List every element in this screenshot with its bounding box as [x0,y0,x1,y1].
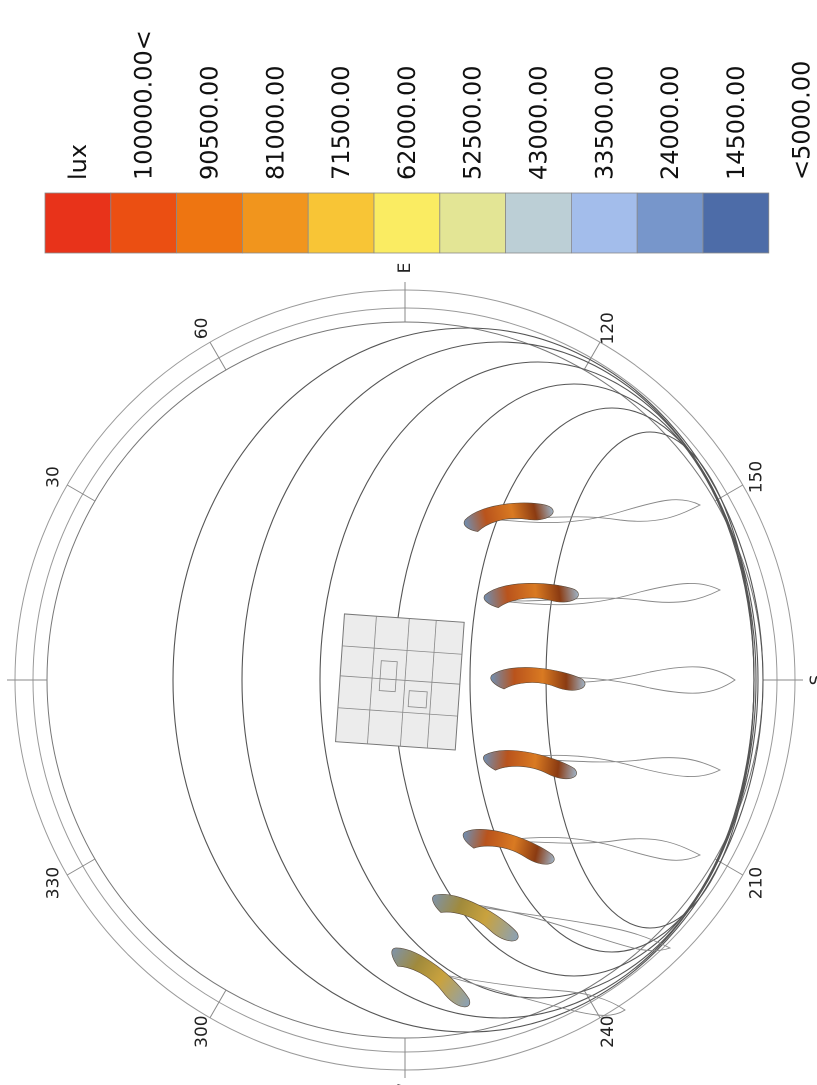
legend-label: 43000.00 [525,65,553,180]
sun-loop [462,829,555,865]
degree-label: 240 [598,1015,618,1047]
compass-tick [714,858,743,876]
legend-swatch [176,192,243,254]
sun-loops [391,502,586,1008]
legend-swatch [702,192,770,254]
legend-label: 81000.00 [261,65,289,180]
legend-swatch [439,192,506,254]
sun-loop [463,502,554,532]
legend-label: 100000.00< [130,30,158,180]
sun-loop [483,583,579,608]
compass-tick [209,989,227,1018]
cardinal-label: E [395,263,415,274]
legend-swatch [636,192,704,254]
legend-label: <5000.00 [788,61,816,180]
legend-label: 14500.00 [722,65,750,180]
compass-tick [209,342,227,371]
legend-swatch [571,192,638,254]
cardinal-label: N [0,674,3,687]
legend-swatch [307,192,375,254]
legend-label: 52500.00 [459,65,487,180]
cardinal-label: S [807,675,817,686]
legend-swatch [44,192,112,254]
legend-label: 62000.00 [393,65,421,180]
building-plan [335,613,465,751]
legend-swatch [373,192,441,254]
legend-label: 71500.00 [327,65,355,180]
degree-label: 300 [192,1015,212,1047]
sun-loop [432,893,519,942]
degree-label: 210 [747,867,767,899]
compass-tick [714,484,743,502]
compass-tick [583,342,601,371]
legend-swatch [110,192,178,254]
sun-loop [391,947,471,1008]
degree-label: 120 [598,312,618,344]
sun-loop [483,750,577,780]
degree-label: 330 [43,867,63,899]
degree-label: 150 [747,461,767,493]
legend-label: 90500.00 [196,65,224,180]
compass-tick [67,858,96,876]
cardinal-label: W [395,1083,415,1085]
compass-ticks [7,282,803,1078]
legend-label: 33500.00 [590,65,618,180]
legend-swatch [505,192,572,254]
legend-unit: lux [64,144,92,180]
degree-label: 30 [43,466,63,488]
lux-legend: lux 100000.00< 90500.00 81000.00 71500.00 620… [44,30,816,254]
legend-label: 24000.00 [656,65,684,180]
legend-swatch [241,192,309,254]
degree-label: 60 [192,318,212,340]
compass-tick [67,484,96,502]
compass-labels: E S W N 60 30 330 300 120 150 210 240 [0,263,817,1085]
sun-loop [490,667,586,691]
sun-path-arcs [172,327,764,1033]
